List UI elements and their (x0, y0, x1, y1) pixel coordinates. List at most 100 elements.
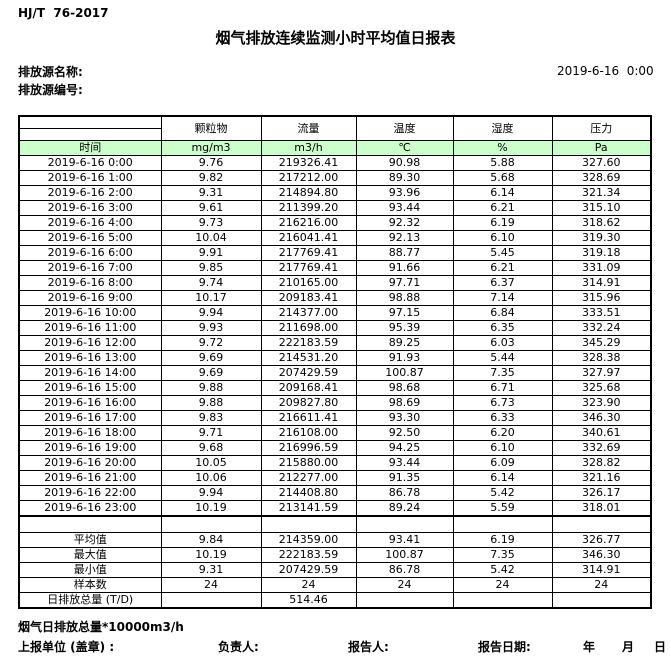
value-cell: 92.50 (355, 425, 454, 441)
blank-cell (160, 515, 262, 533)
time-cell: 2019-6-16 8:00 (18, 275, 162, 291)
value-cell: 6.14 (452, 470, 553, 486)
unit-row: 时间 mg/m3 m3/h ℃ % Pa (18, 140, 652, 156)
header-row-top: 颗粒物 流量 温度 湿度 压力 (18, 115, 652, 141)
value-cell: 323.90 (551, 395, 652, 411)
value-cell: 97.71 (355, 275, 454, 291)
hour-row: 2019-6-16 11:00 9.93 211698.00 95.39 6.35 332… (18, 320, 652, 336)
blank-cell (18, 515, 162, 533)
month-label: 月 (622, 640, 635, 654)
value-cell: 9.69 (160, 350, 262, 366)
value-cell: 315.96 (551, 290, 652, 306)
value-cell: 327.60 (551, 155, 652, 171)
value-cell: 93.30 (355, 410, 454, 426)
value-cell: 318.01 (551, 500, 652, 517)
value-cell: 5.59 (452, 500, 553, 517)
value-cell: 10.19 (160, 500, 262, 517)
value-cell: 5.42 (452, 485, 553, 501)
summary-value-cell: 314.91 (551, 562, 652, 578)
value-cell: 328.38 (551, 350, 652, 366)
value-cell: 93.44 (355, 200, 454, 216)
hour-row: 2019-6-16 1:00 9.82 217212.00 89.30 5.68 328.… (18, 170, 652, 186)
value-cell: 6.84 (452, 305, 553, 321)
hour-row: 2019-6-16 16:00 9.88 209827.80 98.69 6.73 323… (18, 395, 652, 411)
value-cell: 9.88 (160, 380, 262, 396)
value-cell: 10.05 (160, 455, 262, 471)
summary-value-cell (551, 592, 652, 609)
time-cell: 2019-6-16 16:00 (18, 395, 162, 411)
value-cell: 7.14 (452, 290, 553, 306)
value-cell: 332.24 (551, 320, 652, 336)
value-cell: 92.13 (355, 230, 454, 246)
summary-value-cell: 10.19 (160, 547, 262, 563)
value-cell: 9.82 (160, 170, 262, 186)
time-cell: 2019-6-16 22:00 (18, 485, 162, 501)
value-cell: 321.34 (551, 185, 652, 201)
value-cell: 212277.00 (260, 470, 357, 486)
reporter-label: 报告人: (348, 640, 389, 654)
time-cell: 2019-6-16 5:00 (18, 230, 162, 246)
time-cell: 2019-6-16 12:00 (18, 335, 162, 351)
value-cell: 209168.41 (260, 380, 357, 396)
value-cell: 100.87 (355, 365, 454, 381)
summary-value-cell: 24 (355, 577, 454, 593)
value-cell: 95.39 (355, 320, 454, 336)
time-cell: 2019-6-16 11:00 (18, 320, 162, 336)
value-cell: 97.15 (355, 305, 454, 321)
corner-cell-top (18, 115, 162, 129)
time-cell: 2019-6-16 20:00 (18, 455, 162, 471)
time-cell: 2019-6-16 13:00 (18, 350, 162, 366)
value-cell: 319.30 (551, 230, 652, 246)
summary-row: 平均值 9.84 214359.00 93.41 6.19 326.77 (18, 532, 652, 548)
time-cell: 2019-6-16 17:00 (18, 410, 162, 426)
page-title: 烟气排放连续监测小时平均值日报表 (215, 29, 456, 47)
summary-label-cell: 平均值 (18, 532, 162, 548)
value-cell: 6.73 (452, 395, 553, 411)
value-cell: 216216.00 (260, 215, 357, 231)
value-cell: 214894.80 (260, 185, 357, 201)
value-cell: 319.18 (551, 245, 652, 261)
hour-row: 2019-6-16 13:00 9.69 214531.20 91.93 5.44 328… (18, 350, 652, 366)
value-cell: 89.30 (355, 170, 454, 186)
summary-label-cell: 最大值 (18, 547, 162, 563)
total-emission-note: 烟气日排放总量*10000m3/h (18, 620, 184, 634)
value-cell: 88.77 (355, 245, 454, 261)
value-cell: 214408.80 (260, 485, 357, 501)
summary-value-cell (355, 592, 454, 609)
separator-row (18, 515, 652, 533)
value-cell: 328.82 (551, 455, 652, 471)
value-cell: 5.44 (452, 350, 553, 366)
monitoring-table: 颗粒物 流量 温度 湿度 压力 时间 mg/m3 m3/h ℃ % Pa 201… (18, 115, 652, 609)
value-cell: 210165.00 (260, 275, 357, 291)
value-cell: 213141.59 (260, 500, 357, 517)
time-cell: 2019-6-16 3:00 (18, 200, 162, 216)
value-cell: 340.61 (551, 425, 652, 441)
value-cell: 6.03 (452, 335, 553, 351)
summary-value-cell: 514.46 (260, 592, 357, 609)
value-cell: 325.68 (551, 380, 652, 396)
value-cell: 6.10 (452, 230, 553, 246)
value-cell: 9.83 (160, 410, 262, 426)
hour-row: 2019-6-16 23:00 10.19 213141.59 89.24 5.59 31… (18, 500, 652, 517)
value-cell: 89.25 (355, 335, 454, 351)
value-cell: 98.68 (355, 380, 454, 396)
hour-row: 2019-6-16 19:00 9.68 216996.59 94.25 6.10 332… (18, 440, 652, 456)
unit-flow: m3/h (260, 140, 357, 156)
time-cell: 2019-6-16 2:00 (18, 185, 162, 201)
hour-row: 2019-6-16 5:00 10.04 216041.41 92.13 6.10 319… (18, 230, 652, 246)
value-cell: 216611.41 (260, 410, 357, 426)
value-cell: 216108.00 (260, 425, 357, 441)
time-cell: 2019-6-16 18:00 (18, 425, 162, 441)
value-cell: 222183.59 (260, 335, 357, 351)
hour-row: 2019-6-16 22:00 9.94 214408.80 86.78 5.42 326… (18, 485, 652, 501)
summary-row: 样本数 24 24 24 24 24 (18, 577, 652, 593)
value-cell: 9.72 (160, 335, 262, 351)
value-cell: 314.91 (551, 275, 652, 291)
value-cell: 6.35 (452, 320, 553, 336)
value-cell: 93.44 (355, 455, 454, 471)
corner-cell-bottom (18, 128, 162, 141)
value-cell: 315.10 (551, 200, 652, 216)
summary-value-cell: 346.30 (551, 547, 652, 563)
value-cell: 92.32 (355, 215, 454, 231)
